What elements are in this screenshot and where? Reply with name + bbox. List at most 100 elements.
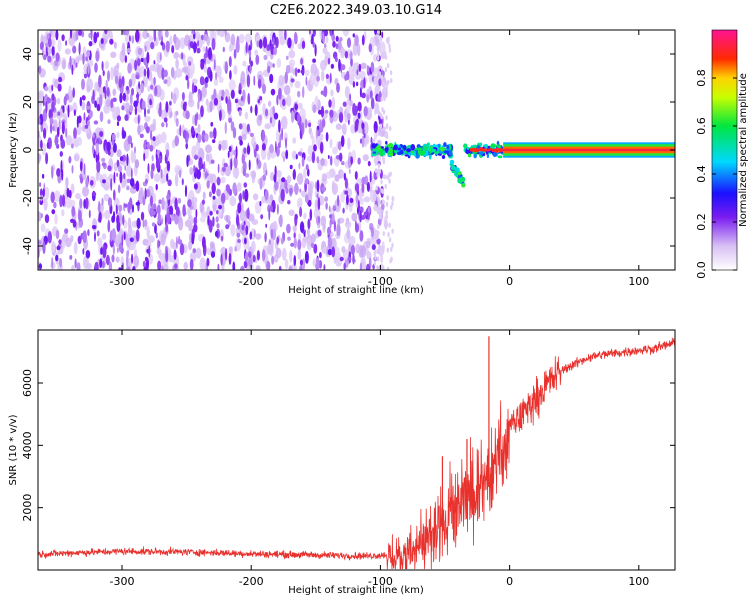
noise-blob <box>94 127 102 141</box>
noise-blob <box>166 76 172 87</box>
noise-blob <box>235 146 238 159</box>
noise-blob <box>283 156 285 163</box>
noise-blob <box>39 188 43 198</box>
noise-blob <box>87 229 90 237</box>
noise-blob <box>306 228 311 236</box>
noise-blob <box>52 46 55 51</box>
noise-blob <box>357 199 360 211</box>
noise-blob <box>186 207 191 217</box>
noise-blob <box>382 231 385 236</box>
noise-blob <box>285 55 289 61</box>
noise-blob <box>357 157 361 165</box>
noise-blob <box>349 99 353 107</box>
noise-blob <box>82 52 85 65</box>
noise-blob <box>213 78 219 86</box>
noise-blob <box>257 78 262 89</box>
noise-blob <box>71 264 75 270</box>
noise-blob <box>339 37 343 42</box>
noise-blob <box>94 231 96 242</box>
noise-blob <box>378 168 382 174</box>
noise-blob <box>216 65 222 79</box>
noise-blob <box>106 87 110 97</box>
noise-blob <box>369 223 374 228</box>
noise-blob <box>276 236 280 245</box>
noise-blob <box>309 208 313 221</box>
noise-blob <box>228 219 231 227</box>
noise-blob <box>366 181 370 192</box>
spectrogram-xlabel: Height of straight line (km) <box>288 285 424 296</box>
noise-blob <box>196 47 201 54</box>
noise-blob <box>390 246 393 252</box>
noise-blob <box>158 30 162 41</box>
noise-blob <box>163 79 168 84</box>
noise-blob <box>375 75 378 81</box>
noise-blob <box>163 117 168 123</box>
noise-blob <box>140 211 145 221</box>
noise-blob <box>156 204 161 215</box>
noise-blob <box>151 222 156 227</box>
noise-blob <box>146 141 150 150</box>
noise-blob <box>249 65 252 75</box>
noise-blob <box>381 31 384 39</box>
noise-blob <box>262 174 267 181</box>
noise-blob <box>161 67 165 81</box>
noise-blob <box>155 232 158 239</box>
noise-blob <box>366 65 369 73</box>
signal-blob <box>422 145 428 151</box>
noise-blob <box>233 149 237 156</box>
noise-blob <box>136 58 141 67</box>
noise-blob <box>347 256 352 261</box>
noise-blob <box>316 193 319 199</box>
noise-blob <box>373 170 378 181</box>
noise-blob <box>209 191 212 198</box>
noise-blob <box>171 91 173 100</box>
noise-blob <box>197 40 200 47</box>
noise-blob <box>220 253 223 266</box>
noise-blob <box>102 179 106 184</box>
noise-blob <box>118 78 123 89</box>
noise-blob <box>72 45 77 54</box>
noise-blob <box>71 64 74 76</box>
noise-blob <box>370 136 373 144</box>
noise-blob <box>201 34 204 41</box>
noise-blob <box>373 121 378 133</box>
noise-blob <box>230 224 236 237</box>
noise-blob <box>199 216 206 223</box>
noise-blob <box>229 195 237 207</box>
noise-blob <box>332 146 338 155</box>
noise-blob <box>320 133 324 141</box>
noise-blob <box>197 133 202 143</box>
noise-blob <box>293 31 298 45</box>
noise-blob <box>380 254 383 260</box>
noise-blob <box>378 71 382 77</box>
noise-blob <box>299 221 305 233</box>
noise-blob <box>145 126 150 134</box>
noise-blob <box>169 100 172 106</box>
noise-blob <box>286 175 292 184</box>
noise-blob <box>124 55 128 64</box>
noise-blob <box>85 197 89 210</box>
noise-blob <box>251 171 256 184</box>
noise-blob <box>292 169 296 180</box>
noise-blob <box>357 43 361 57</box>
noise-blob <box>107 219 111 233</box>
noise-blob <box>196 169 201 180</box>
noise-blob <box>224 61 228 72</box>
noise-blob <box>310 242 315 248</box>
noise-blob <box>308 122 312 128</box>
noise-blob <box>330 89 334 97</box>
noise-blob <box>274 181 279 191</box>
noise-blob <box>100 38 104 45</box>
noise-blob <box>226 184 231 194</box>
noise-blob <box>212 195 216 200</box>
noise-blob <box>249 231 253 240</box>
noise-blob <box>164 214 167 227</box>
noise-blob <box>375 105 379 111</box>
noise-blob <box>381 245 384 251</box>
noise-blob <box>331 98 336 110</box>
noise-blob <box>297 43 303 50</box>
noise-blob <box>224 30 227 37</box>
noise-blob <box>300 58 304 65</box>
noise-blob <box>266 260 271 270</box>
noise-blob <box>341 246 346 253</box>
